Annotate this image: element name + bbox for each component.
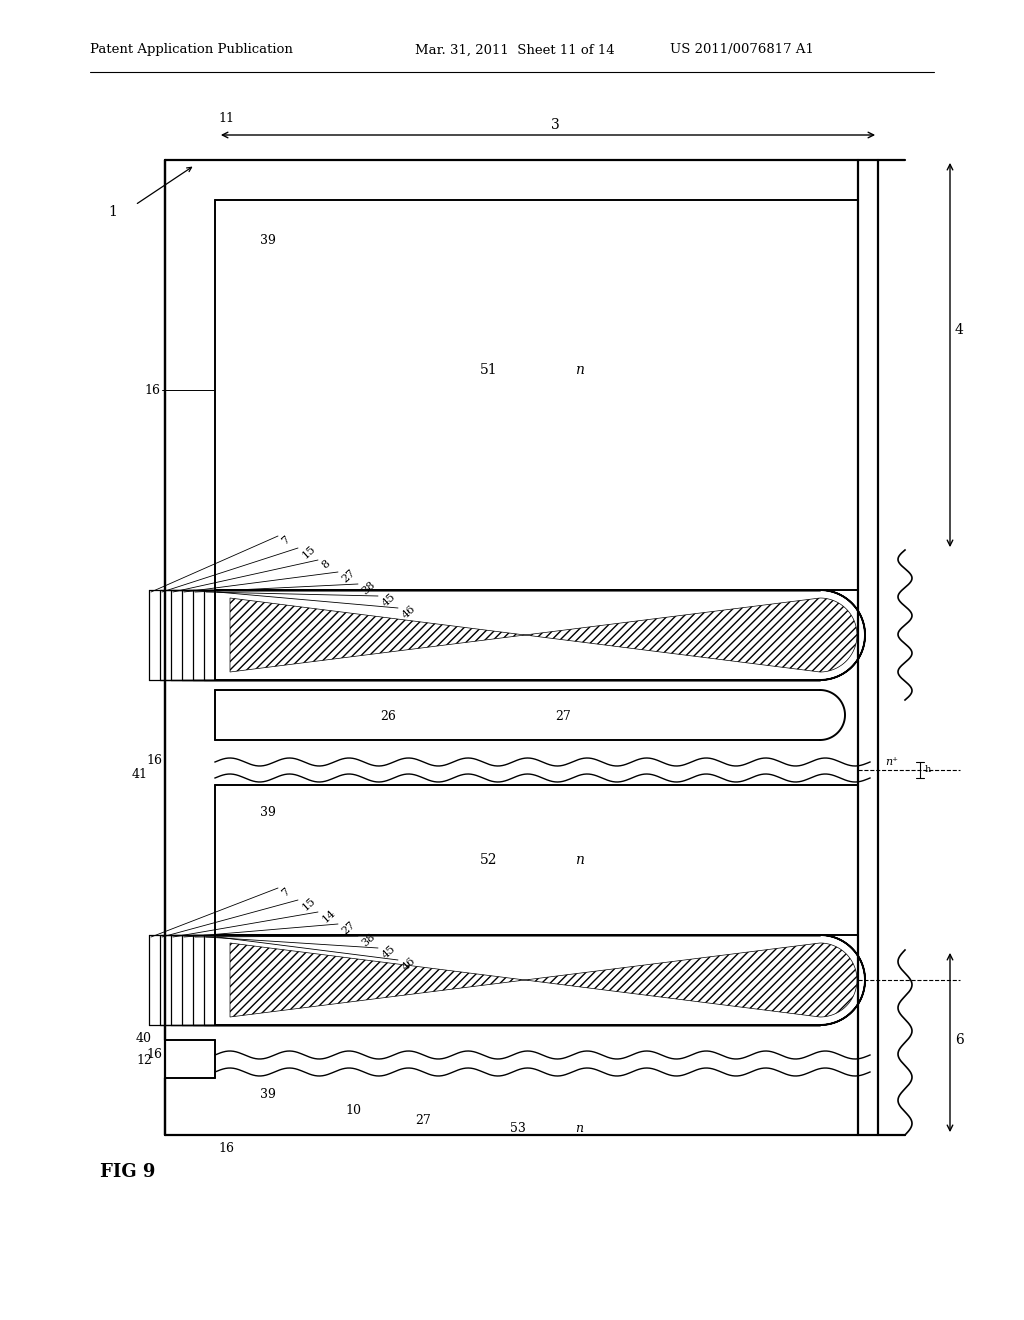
- Text: 39: 39: [260, 1089, 275, 1101]
- Text: 39: 39: [260, 805, 275, 818]
- Text: 15: 15: [300, 544, 317, 561]
- Text: Mar. 31, 2011  Sheet 11 of 14: Mar. 31, 2011 Sheet 11 of 14: [415, 44, 614, 57]
- Text: 15: 15: [300, 895, 317, 912]
- Text: 7: 7: [280, 886, 292, 898]
- Text: 1: 1: [108, 205, 117, 219]
- Text: 11: 11: [218, 112, 234, 125]
- Text: 4: 4: [955, 323, 964, 337]
- Text: 38: 38: [360, 579, 377, 597]
- Text: 41: 41: [132, 768, 148, 781]
- Text: 27: 27: [340, 568, 357, 585]
- Text: 46: 46: [400, 603, 418, 620]
- Text: n: n: [575, 363, 584, 378]
- Text: 8: 8: [319, 558, 332, 570]
- Text: 3: 3: [551, 117, 559, 132]
- Text: h: h: [925, 766, 931, 775]
- Text: 39: 39: [260, 234, 275, 247]
- Text: 16: 16: [218, 1142, 234, 1155]
- Text: 26: 26: [380, 710, 396, 723]
- Text: 45: 45: [380, 591, 397, 609]
- Text: 14: 14: [319, 908, 337, 924]
- Text: 7: 7: [280, 535, 292, 546]
- Text: 12: 12: [136, 1053, 152, 1067]
- Text: US 2011/0076817 A1: US 2011/0076817 A1: [670, 44, 814, 57]
- Text: 40: 40: [136, 1031, 152, 1044]
- Text: 6: 6: [955, 1034, 964, 1047]
- Text: FIG 9: FIG 9: [100, 1163, 156, 1181]
- Text: 38: 38: [360, 932, 377, 949]
- Text: 27: 27: [415, 1114, 431, 1126]
- Text: 53: 53: [510, 1122, 526, 1134]
- Text: 27: 27: [555, 710, 570, 723]
- Text: 51: 51: [480, 363, 498, 378]
- Text: n: n: [575, 853, 584, 867]
- Text: n⁺: n⁺: [885, 756, 898, 767]
- Text: n: n: [575, 1122, 583, 1134]
- Text: 16: 16: [144, 384, 160, 396]
- Text: 46: 46: [400, 956, 418, 973]
- Text: 10: 10: [345, 1104, 361, 1117]
- Text: Patent Application Publication: Patent Application Publication: [90, 44, 293, 57]
- Text: 16: 16: [146, 1048, 162, 1061]
- Text: 16: 16: [146, 754, 162, 767]
- Text: 52: 52: [480, 853, 498, 867]
- Text: 45: 45: [380, 944, 397, 961]
- Text: 27: 27: [340, 920, 357, 936]
